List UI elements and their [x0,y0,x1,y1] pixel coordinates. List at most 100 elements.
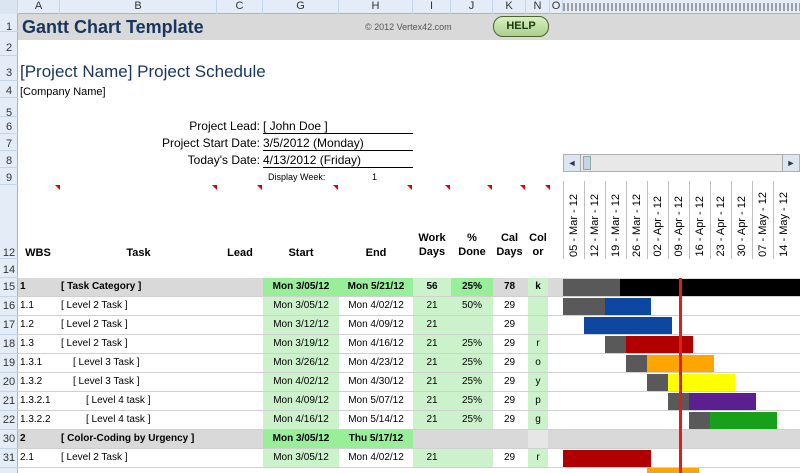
column-header-i[interactable]: I [413,0,451,14]
start-cell[interactable]: Mon 4/02/12 [263,373,339,391]
row-header[interactable]: 31 [0,449,18,468]
color-code-cell[interactable] [528,316,548,334]
row-header[interactable]: 12 [0,185,18,259]
pct-done-cell[interactable]: 25% [451,335,493,353]
color-code-cell[interactable]: k [528,278,548,296]
row-header[interactable]: 8 [0,151,18,168]
company-name-cell[interactable]: [Company Name] [20,86,106,98]
project-lead-input[interactable]: [ John Doe ] [263,119,413,134]
row-header[interactable]: 7 [0,134,18,151]
wbs-cell[interactable]: 2.1 [20,452,34,463]
table-row[interactable]: 1.3.1 [ Level 3 Task ] Mon 3/26/12 Mon 4… [18,354,563,373]
task-cell[interactable]: [ Level 3 Task ] [73,376,140,387]
pct-done-cell[interactable]: 50% [451,297,493,315]
help-button[interactable]: HELP [493,16,549,37]
scroll-left-arrow-icon[interactable]: ◄ [564,155,581,171]
pct-done-cell[interactable]: 25% [451,392,493,410]
column-header-c[interactable]: C [217,0,263,14]
select-all-corner[interactable] [0,0,18,14]
work-days-cell[interactable]: 21 [413,335,451,353]
task-cell[interactable]: [ Level 2 Task ] [61,300,128,311]
wbs-cell[interactable]: 2 [20,433,26,444]
column-header-j[interactable]: J [451,0,493,14]
row-header[interactable]: 30 [0,430,18,449]
project-start-input[interactable]: 3/5/2012 (Monday) [263,136,413,151]
end-cell[interactable]: Mon 4/09/12 [348,319,404,330]
display-week-input[interactable]: 1 [372,172,378,182]
comment-indicator-icon[interactable] [487,185,492,190]
task-cell[interactable]: [ Level 2 Task ] [61,319,128,330]
wbs-cell[interactable]: 1.1 [20,300,34,311]
wbs-cell[interactable]: 1.3.2.2 [20,414,51,425]
week-scrollbar[interactable]: ◄ ► [563,154,800,172]
column-header-n[interactable]: N [526,0,550,14]
comment-indicator-icon[interactable] [407,185,412,190]
start-cell[interactable]: Mon 4/16/12 [263,411,339,429]
color-code-cell[interactable] [528,297,548,315]
task-cell[interactable]: [ Level 4 task ] [86,395,151,406]
color-code-cell[interactable]: p [528,392,548,410]
work-days-cell[interactable]: 21 [413,354,451,372]
table-row[interactable]: 1.3.2.2 [ Level 4 task ] Mon 4/16/12 Mon… [18,411,563,430]
table-row-category[interactable]: 2 [ Color-Coding by Urgency ] Mon 3/05/1… [18,430,563,449]
color-code-cell[interactable]: g [528,411,548,429]
work-days-cell[interactable]: 21 [413,373,451,391]
work-days-cell[interactable]: 56 [413,278,451,296]
task-cell[interactable]: [ Task Category ] [61,281,142,292]
row-header[interactable]: 6 [0,117,18,134]
table-row[interactable]: 1.3.2 [ Level 3 Task ] Mon 4/02/12 Mon 4… [18,373,563,392]
project-name-cell[interactable]: [Project Name] Project Schedule [20,62,266,81]
start-cell[interactable]: Mon 3/05/12 [263,278,339,296]
task-cell[interactable]: [ Level 2 Task ] [61,452,128,463]
end-cell[interactable]: Thu 5/17/12 [339,430,413,448]
column-header-o[interactable]: O [550,0,563,14]
end-cell[interactable]: Mon 4/02/12 [348,300,404,311]
start-cell[interactable]: Mon 3/05/12 [263,449,339,467]
pct-done-cell[interactable]: 25% [451,411,493,429]
end-cell[interactable]: Mon 4/02/12 [348,452,404,463]
work-days-cell[interactable]: 21 [413,316,451,334]
wbs-cell[interactable]: 1.3.2.1 [20,395,51,406]
column-header-h[interactable]: H [339,0,413,14]
comment-indicator-icon[interactable] [333,185,338,190]
task-cell[interactable]: [ Level 2 Task ] [61,338,128,349]
scroll-thumb[interactable] [583,156,591,170]
task-cell[interactable]: [ Color-Coding by Urgency ] [61,433,195,444]
pct-done-cell[interactable]: 25% [451,373,493,391]
work-days-cell[interactable]: 21 [413,297,451,315]
end-cell[interactable]: Mon 4/30/12 [348,376,404,387]
task-cell[interactable]: [ Level 4 task ] [86,414,151,425]
row-header[interactable]: 5 [0,98,18,119]
start-cell[interactable]: Mon 3/19/12 [263,335,339,353]
comment-indicator-icon[interactable] [212,185,217,190]
row-header[interactable]: 21 [0,392,18,411]
work-days-cell[interactable]: 21 [413,411,451,429]
start-cell[interactable]: Mon 3/12/12 [263,316,339,334]
work-days-cell[interactable]: 21 [413,392,451,410]
start-cell[interactable]: Mon 3/05/12 [263,297,339,315]
pct-done-cell[interactable] [451,449,493,467]
end-cell[interactable]: Mon 5/14/12 [348,414,404,425]
table-row-category[interactable]: 1 [ Task Category ] Mon 3/05/12 Mon 5/21… [18,278,563,297]
row-header[interactable]: 18 [0,335,18,354]
end-cell[interactable]: Mon 5/07/12 [348,395,404,406]
wbs-cell[interactable]: 1.3.2 [20,376,43,387]
wbs-cell[interactable]: 1.2 [20,319,34,330]
start-cell[interactable]: Mon 3/05/12 [263,430,339,448]
wbs-cell[interactable]: 1 [20,281,26,292]
table-row[interactable]: 1.3.2.1 [ Level 4 task ] Mon 4/09/12 Mon… [18,392,563,411]
comment-indicator-icon[interactable] [545,185,550,190]
comment-indicator-icon[interactable] [257,185,262,190]
task-cell[interactable]: [ Level 3 Task ] [73,357,140,368]
color-code-cell[interactable]: y [528,373,548,391]
work-days-cell[interactable]: 21 [413,449,451,467]
color-code-cell[interactable]: o [528,354,548,372]
pct-done-cell[interactable]: 25% [451,278,493,296]
row-header[interactable]: 9 [0,168,18,185]
start-cell[interactable]: Mon 3/26/12 [263,354,339,372]
row-header[interactable]: 3 [0,56,18,81]
wbs-cell[interactable]: 1.3.1 [20,357,43,368]
end-cell[interactable]: Mon 5/21/12 [339,278,413,296]
row-header[interactable]: 22 [0,411,18,430]
color-code-cell[interactable] [528,430,548,448]
